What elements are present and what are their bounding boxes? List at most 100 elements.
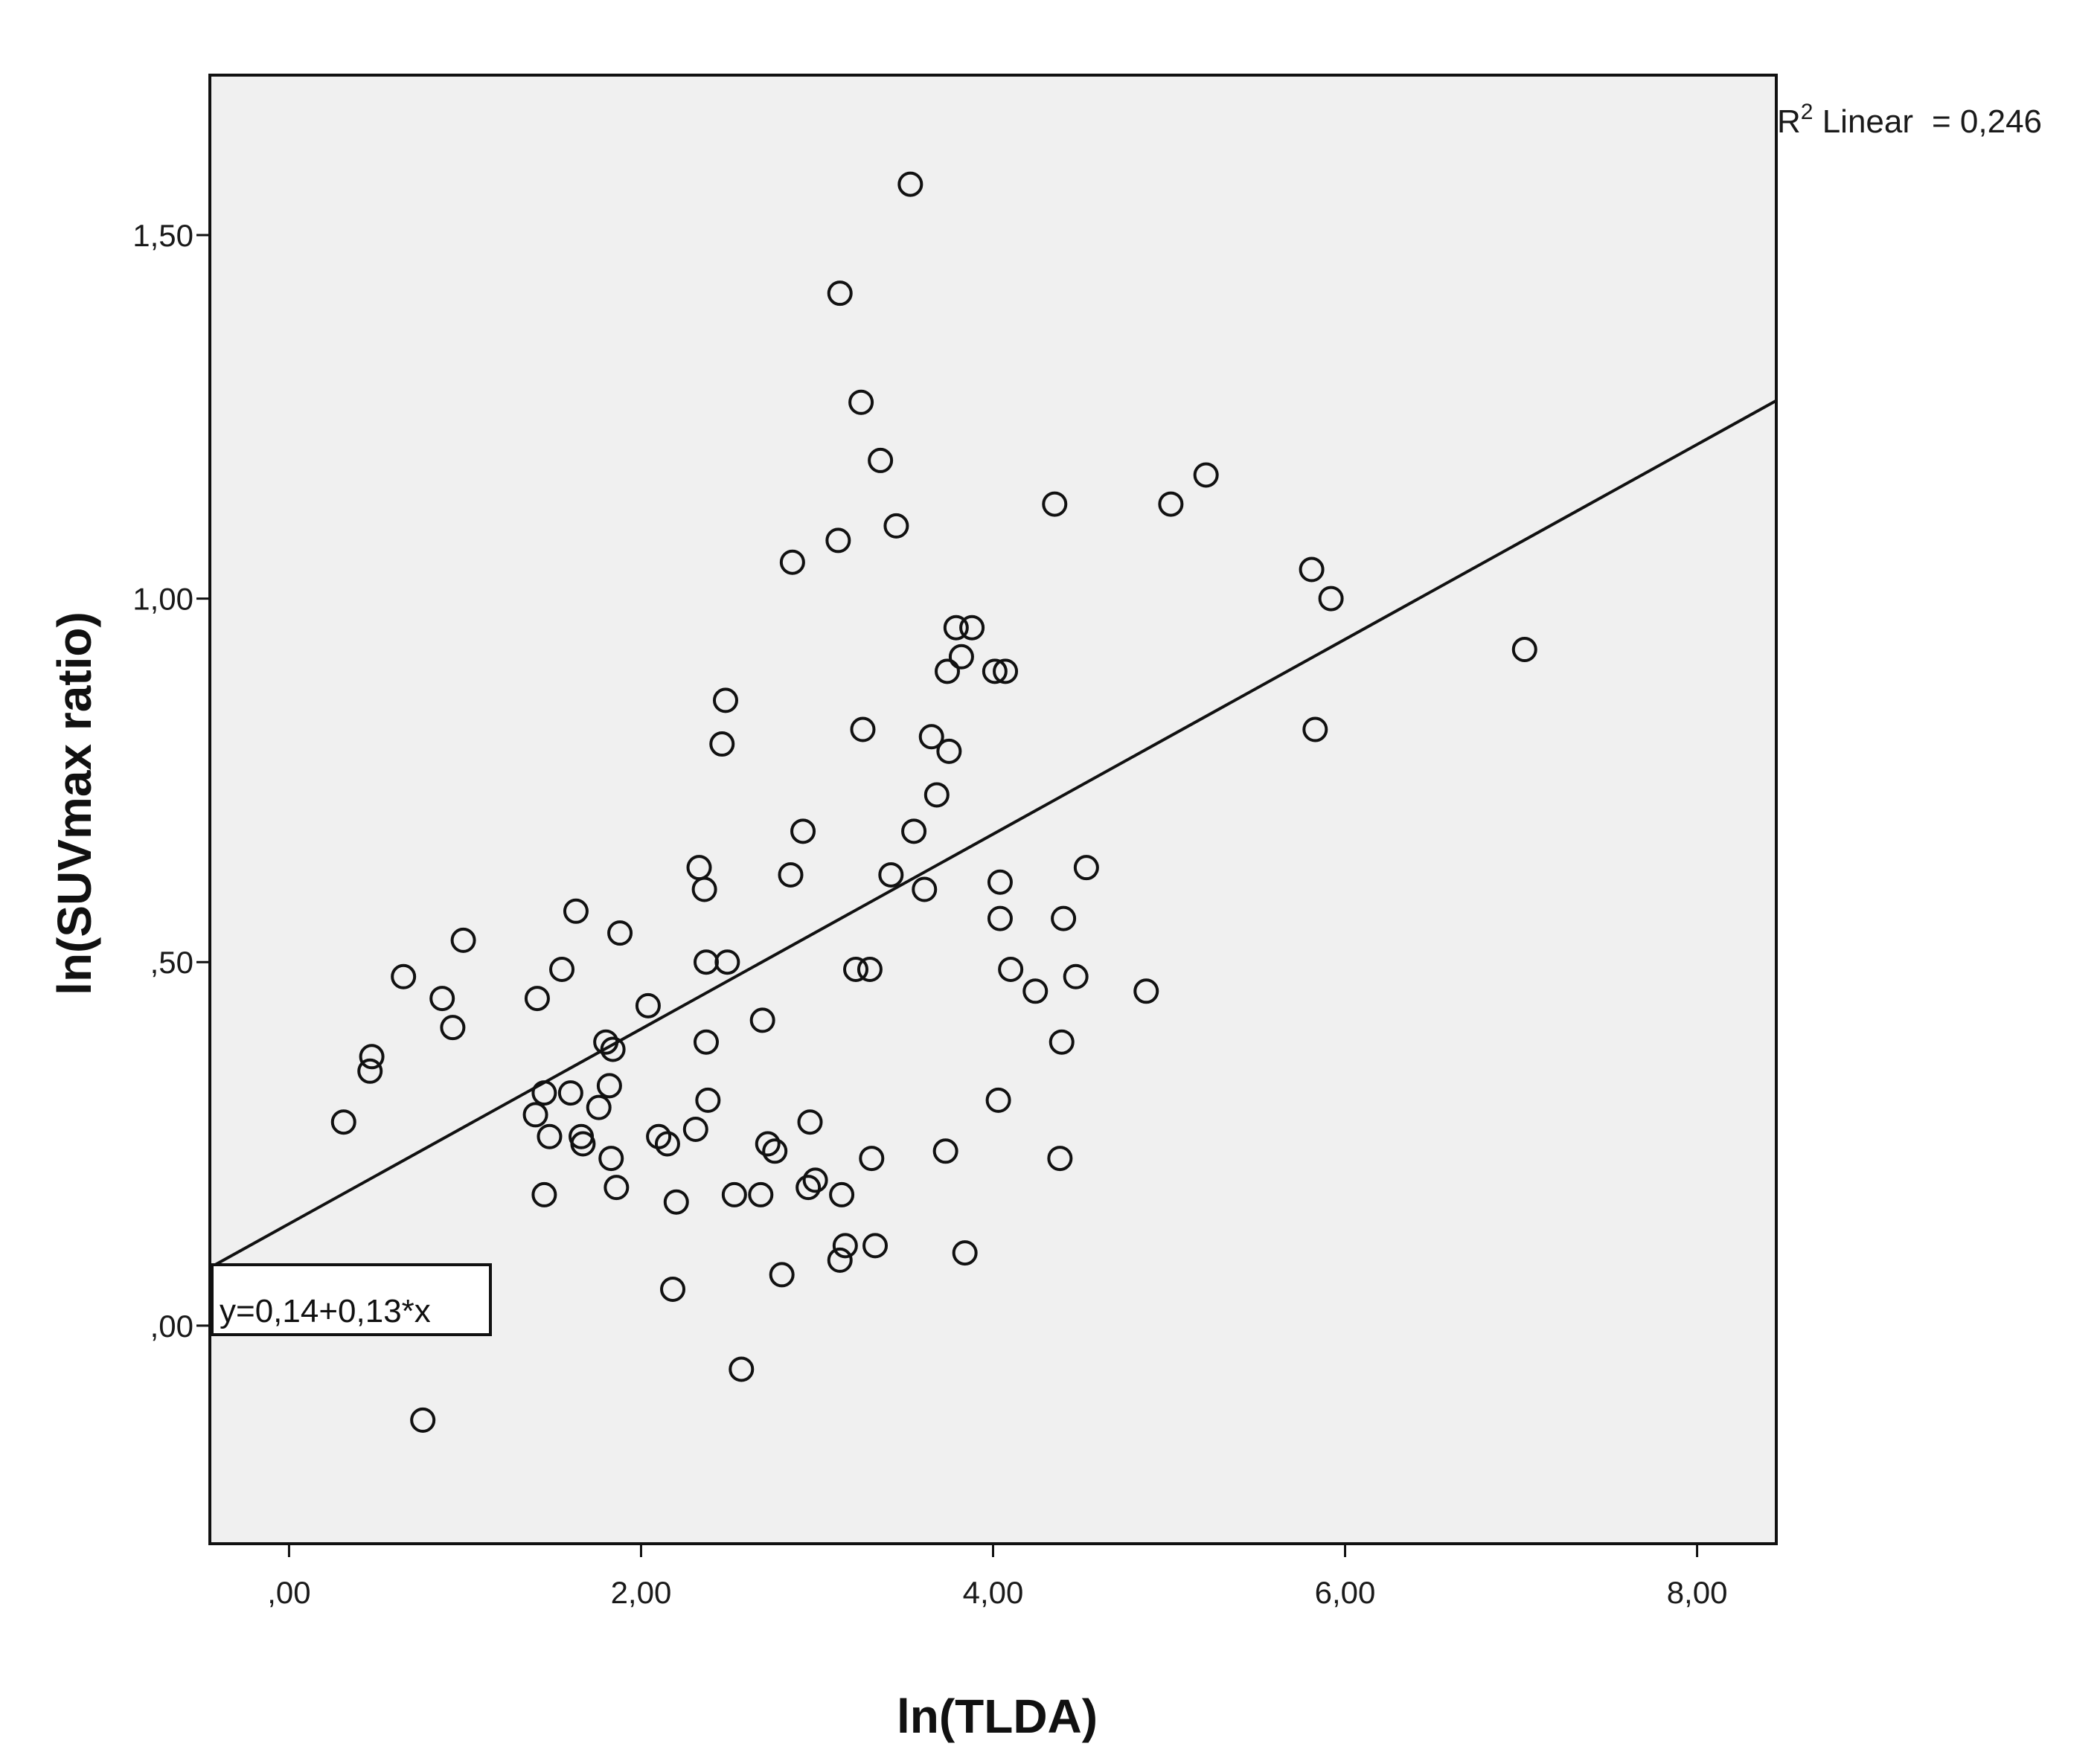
data-point xyxy=(985,1087,1011,1113)
y-tick-label: 1,00 xyxy=(132,582,193,617)
data-point xyxy=(712,687,738,713)
r-squared-legend: R2 Linear = 0,246 xyxy=(1777,100,2042,140)
data-point xyxy=(901,818,927,844)
data-point xyxy=(749,1007,775,1033)
data-point xyxy=(600,1036,626,1062)
x-axis-title: ln(TLDA) xyxy=(897,1690,1098,1743)
data-point xyxy=(522,1102,548,1128)
data-point xyxy=(682,1116,708,1142)
r-squared-value: = 0,246 xyxy=(1932,103,2042,140)
r-squared-text: R2 Linear xyxy=(1777,100,1913,140)
data-point xyxy=(769,1262,795,1288)
data-point xyxy=(1063,963,1089,989)
data-point xyxy=(721,1181,747,1207)
data-point xyxy=(778,862,804,888)
data-point xyxy=(524,986,550,1012)
data-point xyxy=(660,1276,686,1302)
data-point xyxy=(410,1407,436,1433)
data-points xyxy=(330,171,1537,1433)
data-point xyxy=(797,1109,823,1135)
data-point xyxy=(635,992,661,1018)
data-point xyxy=(912,876,938,902)
data-point xyxy=(563,898,589,924)
data-point xyxy=(935,658,961,684)
data-point xyxy=(1318,585,1344,612)
data-point xyxy=(868,447,894,473)
data-point xyxy=(1133,978,1159,1004)
data-point xyxy=(952,1240,978,1266)
data-point xyxy=(857,956,883,982)
data-point xyxy=(1511,637,1537,663)
data-point xyxy=(695,1087,721,1113)
data-point xyxy=(570,1131,596,1157)
data-point xyxy=(829,1181,855,1207)
data-point xyxy=(1047,1146,1073,1172)
data-point xyxy=(843,956,869,982)
data-point xyxy=(691,876,717,902)
y-tick-label: 1,50 xyxy=(132,218,193,253)
data-point xyxy=(359,1044,385,1070)
data-point xyxy=(1042,491,1068,517)
r-squared-superscript: 2 xyxy=(1801,100,1814,124)
data-point xyxy=(993,658,1019,684)
data-point xyxy=(330,1109,356,1135)
data-point xyxy=(531,1181,557,1207)
data-point xyxy=(802,1167,828,1193)
regression-line-group xyxy=(209,399,1777,1269)
data-point xyxy=(883,513,909,539)
data-point xyxy=(848,389,874,415)
x-tick-label: 6,00 xyxy=(1315,1575,1376,1610)
data-point xyxy=(825,527,851,554)
data-point xyxy=(693,1029,719,1055)
x-tick-label: 8,00 xyxy=(1667,1575,1728,1610)
data-point xyxy=(795,1175,822,1201)
equation-label: y=0,14+0,13*x xyxy=(220,1293,431,1329)
data-point xyxy=(450,927,476,953)
data-point xyxy=(1158,491,1184,517)
data-point xyxy=(429,986,455,1012)
data-point xyxy=(654,1131,680,1157)
data-point xyxy=(693,949,719,975)
data-point xyxy=(987,869,1013,895)
data-point xyxy=(959,615,985,641)
data-point xyxy=(779,549,805,575)
data-point xyxy=(593,1029,619,1055)
data-point xyxy=(391,963,417,989)
data-point xyxy=(1302,716,1328,742)
data-point xyxy=(998,956,1024,982)
data-point xyxy=(923,782,950,808)
data-point xyxy=(1299,556,1325,583)
data-point xyxy=(948,644,974,670)
data-point xyxy=(440,1015,466,1041)
data-point xyxy=(646,1123,672,1149)
data-point xyxy=(918,724,944,750)
data-point xyxy=(832,1233,858,1259)
data-point xyxy=(557,1080,583,1106)
r-squared-prefix: R xyxy=(1777,103,1801,140)
data-point xyxy=(827,280,853,307)
data-point xyxy=(709,731,735,757)
equation-label-box: y=0,14+0,13*x xyxy=(211,1263,492,1336)
data-point xyxy=(878,862,904,888)
data-point xyxy=(850,716,876,742)
data-point xyxy=(755,1131,781,1157)
data-point xyxy=(598,1146,624,1172)
data-point xyxy=(357,1058,383,1084)
data-point xyxy=(936,738,962,764)
data-point xyxy=(762,1138,788,1164)
data-point xyxy=(932,1138,958,1164)
data-point xyxy=(663,1189,689,1215)
data-point xyxy=(729,1356,755,1382)
regression-line xyxy=(209,399,1777,1269)
y-tick-label: ,50 xyxy=(150,945,193,980)
data-point xyxy=(982,658,1008,684)
x-tick-label: ,00 xyxy=(267,1575,310,1610)
y-tick-label: ,00 xyxy=(150,1309,193,1344)
y-axis: ,00 ,50 1,00 1,50 xyxy=(132,218,210,1344)
data-point xyxy=(943,615,969,641)
y-axis-title: ln(SUVmax ratio) xyxy=(48,612,101,995)
data-point xyxy=(549,956,575,982)
data-point xyxy=(1193,462,1219,488)
data-point xyxy=(531,1080,557,1106)
